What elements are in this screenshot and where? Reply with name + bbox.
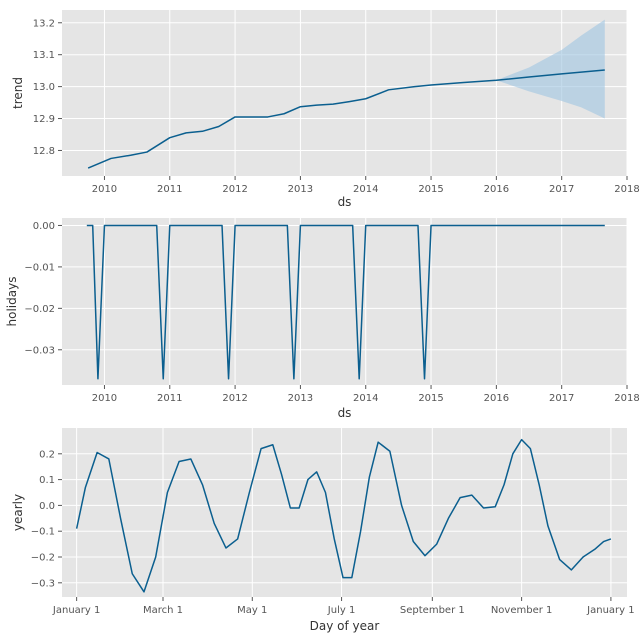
panel-2: January 1 March 1 May 1 July 1 September 1 No…: [11, 428, 635, 633]
panel-1-x-axis-label: ds: [338, 406, 352, 420]
panel-0-uncertainty-band: [496, 19, 605, 119]
panel-0-x-tick-label: 2014: [353, 184, 378, 195]
panel-2-y-tick-label: −0.3: [31, 578, 55, 589]
panel-1-y-axis-label: holidays: [5, 277, 19, 327]
panel-1-x-tick-label: 2015: [418, 393, 443, 404]
panel-0-x-tick-label: 2012: [222, 184, 247, 195]
panel-0-y-tick-label: 13.2: [33, 18, 55, 29]
panel-1-x-tick-label: 2018: [614, 393, 639, 404]
panel-0: 2010 2011 2012 2013 2014 2015 2016 2017 2018 12.8…: [11, 10, 640, 209]
panel-2-y-tick-label: 0.2: [39, 449, 55, 460]
panel-0-x-tick-label: 2016: [484, 184, 509, 195]
panel-2-x-axis-label: Day of year: [310, 619, 380, 633]
panel-1-plot-area: [62, 218, 627, 385]
panel-2-y-tick-label: −0.2: [31, 553, 55, 564]
panel-1-y-tick-label: 0.00: [33, 221, 55, 232]
panel-1-y-tick-label: −0.02: [24, 304, 55, 315]
panel-0-y-tick-label: 13.1: [33, 50, 55, 61]
panel-0-x-tick-label: 2013: [288, 184, 313, 195]
panel-1-x-tick-label: 2013: [288, 393, 313, 404]
panel-2-x-tick-label: March 1: [143, 605, 183, 616]
panel-1-x-tick-label: 2014: [353, 393, 378, 404]
panel-2-series-line: [75, 438, 612, 593]
panel-0-y-tick-label: 13.0: [33, 82, 55, 93]
panel-2-x-tick-label: July 1: [327, 605, 356, 616]
panel-1-x-tick-label: 2012: [222, 393, 247, 404]
panel-2-y-tick-label: −0.1: [31, 527, 55, 538]
panel-1-y-tick-label: −0.01: [24, 262, 55, 273]
panel-0-plot-area: [62, 10, 627, 176]
panels: 2010 2011 2012 2013 2014 2015 2016 2017 2018 12.8…: [5, 10, 640, 633]
panel-0-x-tick-label: 2010: [92, 184, 117, 195]
panel-0-series-line: [87, 69, 605, 169]
panel-2-y-axis-label: yearly: [11, 494, 25, 531]
panel-0-x-tick-label: 2018: [614, 184, 639, 195]
panel-2-x-tick-label: January 1: [52, 605, 100, 616]
panel-2-y-tick-label: 0.1: [39, 475, 55, 486]
panel-0-x-tick-label: 2017: [549, 184, 574, 195]
panel-2-x-tick-label: November 1: [491, 605, 553, 616]
panel-1-series-line: [86, 224, 605, 380]
panel-1: 2010 2011 2012 2013 2014 2015 2016 2017 2018 0.00…: [5, 218, 640, 420]
panel-0-x-tick-label: 2015: [418, 184, 443, 195]
panel-1-y-tick-label: −0.03: [24, 345, 55, 356]
panel-2-y-tick-label: 0.0: [39, 501, 55, 512]
panel-2-x-tick-label: September 1: [400, 605, 465, 616]
panel-0-y-tick-label: 12.8: [33, 146, 55, 157]
panel-0-y-axis-label: trend: [11, 77, 25, 109]
panel-1-x-tick-label: 2011: [157, 393, 182, 404]
panel-1-x-tick-label: 2010: [92, 393, 117, 404]
panel-1-x-tick-label: 2017: [549, 393, 574, 404]
panel-2-x-tick-label: January 1: [586, 605, 634, 616]
panel-0-x-axis-label: ds: [338, 195, 352, 209]
panel-2-x-tick-label: May 1: [237, 605, 267, 616]
panel-0-x-tick-label: 2011: [157, 184, 182, 195]
panel-1-x-tick-label: 2016: [484, 393, 509, 404]
panel-0-y-tick-label: 12.9: [33, 114, 55, 125]
